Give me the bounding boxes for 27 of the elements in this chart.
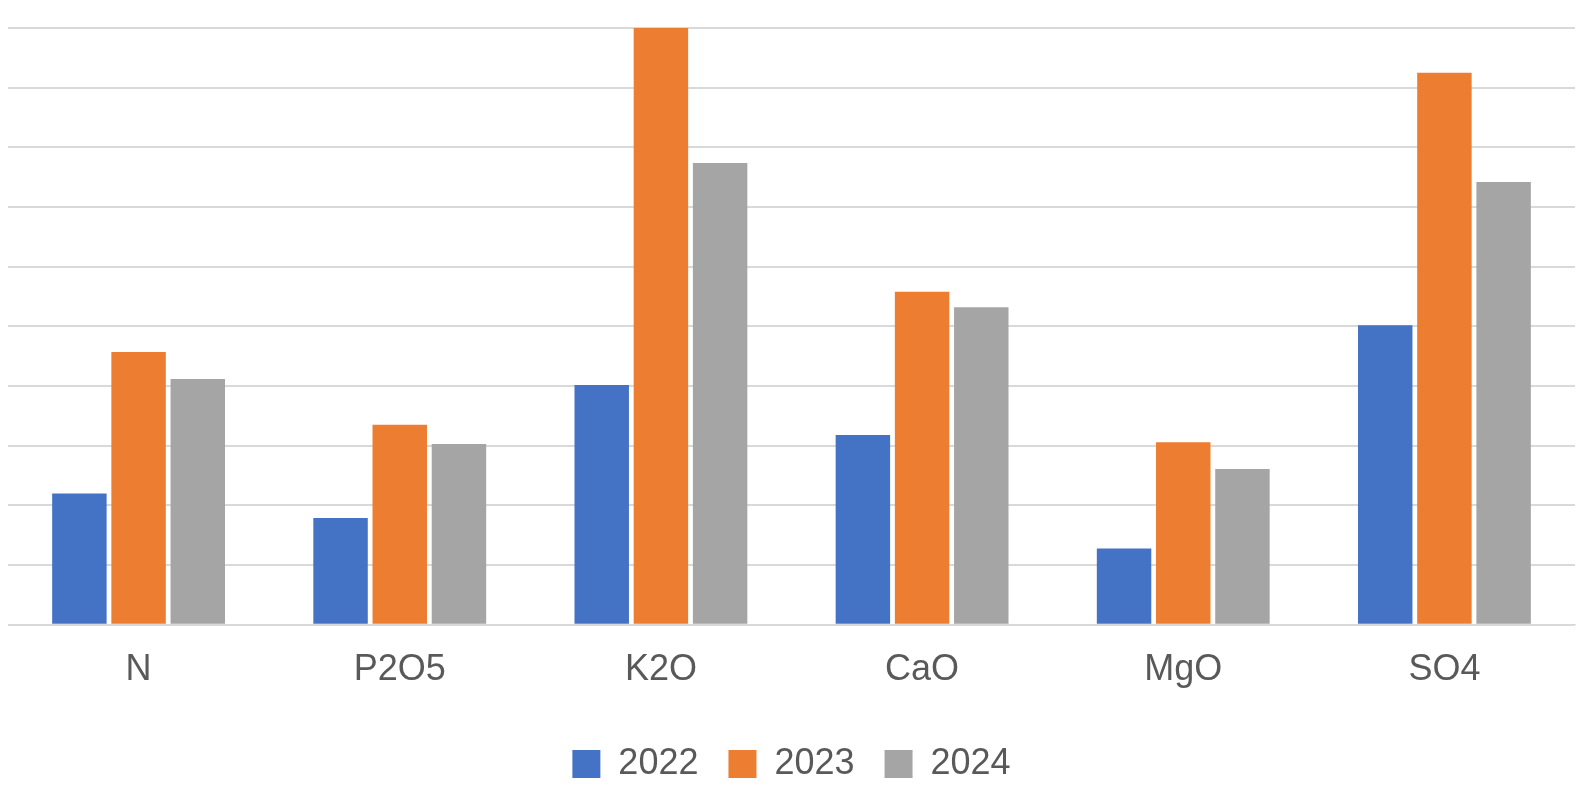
bar bbox=[1357, 325, 1413, 624]
bar bbox=[111, 352, 166, 624]
x-tick-label: MgO bbox=[1144, 647, 1223, 689]
bar bbox=[170, 378, 226, 624]
x-tick-label: K2O bbox=[624, 647, 697, 689]
x-tick-label: N bbox=[125, 647, 152, 689]
bar bbox=[835, 435, 891, 624]
bar bbox=[954, 307, 1009, 624]
bar bbox=[633, 28, 689, 624]
bar bbox=[313, 517, 368, 624]
bar bbox=[692, 162, 748, 624]
bar bbox=[1417, 72, 1472, 624]
bar bbox=[1156, 442, 1211, 624]
bar bbox=[894, 291, 950, 624]
bar bbox=[1476, 181, 1531, 624]
x-tick-label: SO4 bbox=[1408, 647, 1481, 689]
legend-label: 2022 bbox=[618, 740, 699, 782]
bar bbox=[574, 384, 629, 624]
legend-label: 2023 bbox=[774, 740, 855, 782]
x-tick-label: CaO bbox=[885, 647, 960, 689]
bar bbox=[431, 443, 487, 624]
x-tick-label: P2O5 bbox=[353, 647, 446, 689]
legend-label: 2024 bbox=[930, 740, 1011, 782]
bar bbox=[372, 424, 427, 624]
bar bbox=[1096, 548, 1152, 624]
bar bbox=[52, 493, 107, 624]
bar bbox=[1215, 469, 1270, 624]
